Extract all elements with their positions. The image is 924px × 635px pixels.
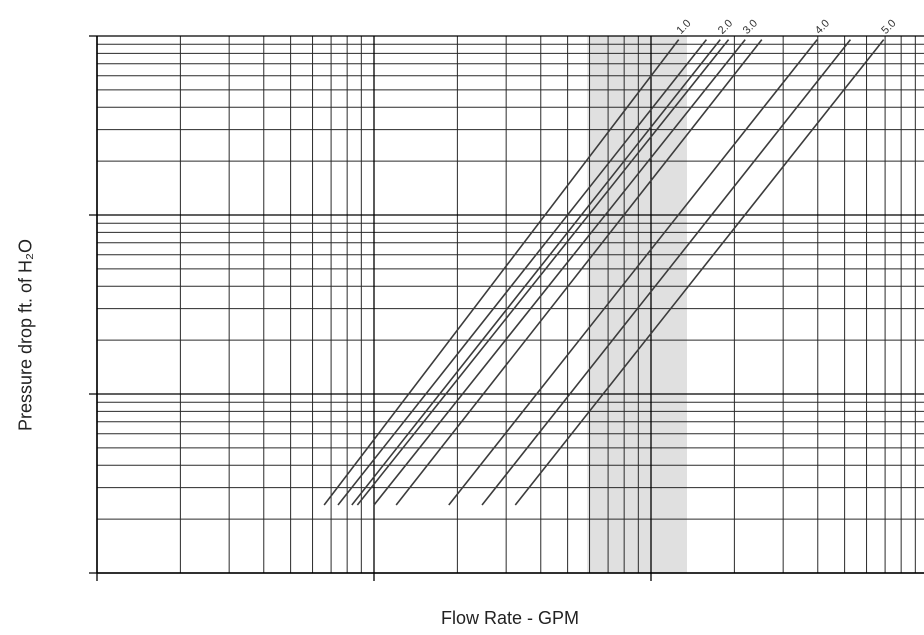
series-label-layer: 1.0 2.0 3.0 4.0 5.0 — [674, 17, 898, 36]
series-label: 4.0 — [813, 17, 832, 36]
series-line — [323, 39, 680, 506]
series-label: 1.0 — [674, 17, 693, 36]
series-label: 5.0 — [879, 17, 898, 36]
series-line — [481, 39, 852, 506]
series-line — [337, 39, 708, 506]
series-label: 3.0 — [741, 17, 760, 36]
y-axis-title: Pressure drop ft. of H₂O — [15, 238, 36, 432]
series-line — [373, 39, 746, 506]
series-line — [395, 39, 763, 506]
series-label: 2.0 — [716, 17, 735, 36]
series-line — [351, 39, 721, 506]
highlight-band-layer — [587, 36, 688, 573]
highlight-band — [587, 36, 688, 573]
x-axis-title: Flow Rate - GPM — [440, 608, 580, 628]
grid-layer — [97, 35, 924, 573]
series-line — [356, 39, 730, 506]
series-line — [448, 39, 818, 506]
series-layer — [323, 39, 885, 506]
axis-layer — [89, 35, 924, 581]
series-line — [514, 39, 885, 506]
